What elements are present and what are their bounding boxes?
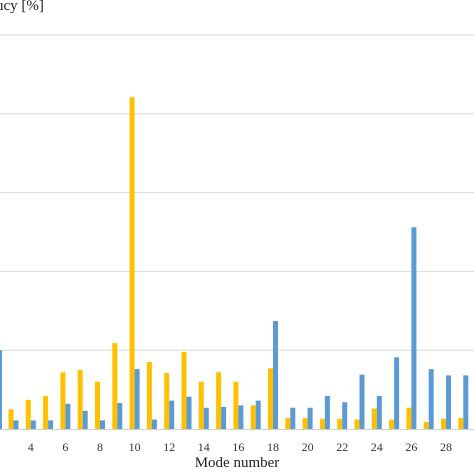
x-tick-label: 26 — [405, 440, 417, 454]
bar-series-1 — [198, 381, 204, 429]
bar-series-1 — [95, 381, 100, 429]
bar-series-2 — [82, 410, 88, 429]
y-axis-label: ucy [%] — [0, 0, 44, 14]
bar-series-2 — [290, 407, 296, 429]
bar-series-1 — [146, 362, 152, 429]
bar-series-1 — [458, 417, 464, 429]
x-tick-labels: 468101214161820222426283( — [28, 440, 452, 454]
x-tick-label: 20 — [302, 440, 314, 454]
bar-series-2 — [169, 400, 175, 429]
bar-series-1 — [389, 419, 395, 429]
x-tick-label: 12 — [163, 440, 175, 454]
bar-series-1 — [250, 405, 256, 429]
bar-series-2 — [359, 374, 365, 429]
x-axis-label: Mode number — [194, 455, 280, 471]
bar-series-1 — [233, 381, 239, 429]
bar-series-2 — [238, 405, 244, 429]
x-tick-label: 6 — [62, 440, 68, 454]
bar-series-2 — [307, 407, 313, 429]
bar-series-2 — [151, 419, 157, 429]
bar-series-2 — [446, 375, 451, 429]
bar-series-1 — [285, 417, 291, 429]
bar-series-1 — [216, 372, 222, 429]
x-tick-label: 14 — [198, 440, 210, 454]
x-tick-label: 16 — [232, 440, 244, 454]
bar-series-1 — [129, 97, 135, 429]
x-tick-label: 22 — [336, 440, 348, 454]
bar-series-2 — [0, 350, 2, 429]
bar-series-2 — [428, 369, 434, 429]
bar-series-2 — [342, 402, 348, 429]
bar-series-2 — [65, 403, 71, 429]
bar-series-1 — [441, 418, 446, 429]
x-tick-label: 28 — [440, 440, 452, 454]
bar-series-2 — [134, 369, 140, 429]
bar-series-2 — [13, 420, 19, 429]
bar-series-2 — [186, 396, 192, 429]
bar-series-2 — [394, 357, 400, 429]
bar-series-1 — [112, 343, 118, 429]
bar-series-1 — [406, 407, 412, 429]
bar-series-2 — [221, 406, 227, 429]
bar-series-2 — [463, 375, 469, 429]
bar-series-1 — [337, 418, 343, 429]
bar-series-1 — [60, 372, 66, 429]
bar-series-2 — [30, 420, 36, 429]
bar-series-1 — [164, 373, 170, 429]
bar-series-1 — [302, 417, 308, 429]
bar-series-1 — [43, 395, 49, 429]
bar-series-2 — [324, 395, 330, 429]
bar-series-2 — [100, 420, 105, 429]
bar-series-1 — [25, 399, 31, 429]
bar-series-1 — [77, 369, 83, 429]
bars — [0, 97, 469, 429]
bar-series-2 — [203, 407, 209, 429]
bar-series-2 — [411, 227, 417, 429]
bar-series-1 — [268, 368, 273, 429]
x-tick-label: 8 — [97, 440, 103, 454]
x-tick-label: 10 — [129, 440, 141, 454]
bar-series-1 — [181, 351, 187, 429]
bar-series-2 — [117, 402, 123, 429]
x-tick-label: 24 — [371, 440, 383, 454]
bar-series-2 — [376, 395, 382, 429]
gridlines — [0, 34, 474, 351]
x-tick-label: 4 — [28, 440, 34, 454]
bar-series-2 — [255, 400, 261, 429]
bar-series-2 — [273, 321, 278, 429]
bar-series-2 — [48, 420, 54, 429]
bar-series-1 — [423, 421, 429, 429]
bar-series-1 — [8, 409, 14, 429]
bar-series-1 — [371, 408, 377, 429]
bar-series-1 — [354, 419, 360, 429]
x-tick-label: 18 — [267, 440, 279, 454]
bar-series-1 — [319, 418, 325, 429]
